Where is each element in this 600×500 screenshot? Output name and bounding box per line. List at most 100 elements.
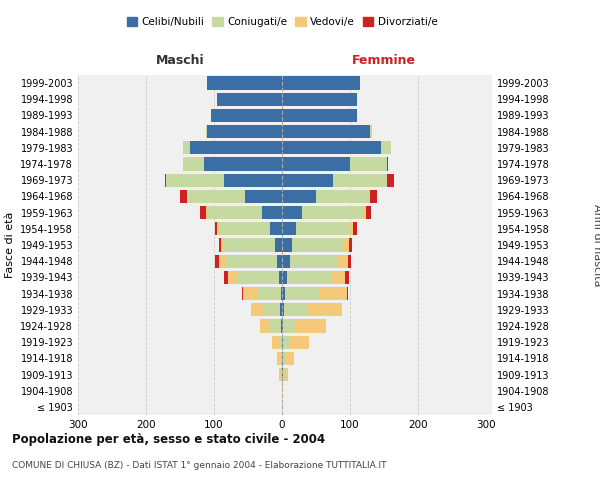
Bar bbox=[224, 270, 282, 284]
Bar bbox=[282, 92, 357, 106]
Bar bbox=[380, 141, 391, 154]
Bar bbox=[343, 238, 349, 252]
Text: COMUNE DI CHIUSA (BZ) - Dati ISTAT 1° gennaio 2004 - Elaborazione TUTTITALIA.IT: COMUNE DI CHIUSA (BZ) - Dati ISTAT 1° ge… bbox=[12, 460, 386, 469]
Bar bbox=[281, 320, 282, 332]
Text: Maschi: Maschi bbox=[155, 54, 205, 68]
Bar bbox=[271, 320, 282, 332]
Bar bbox=[286, 287, 319, 300]
Bar bbox=[187, 190, 282, 203]
Bar bbox=[217, 92, 282, 106]
Bar bbox=[370, 125, 372, 138]
Bar bbox=[272, 336, 282, 349]
Bar bbox=[206, 206, 282, 220]
Bar bbox=[219, 254, 282, 268]
Bar bbox=[282, 190, 316, 203]
Bar bbox=[282, 368, 283, 381]
Text: Popolazione per età, sesso e stato civile - 2004: Popolazione per età, sesso e stato civil… bbox=[12, 432, 325, 446]
Bar bbox=[347, 287, 348, 300]
Bar bbox=[251, 303, 282, 316]
Bar bbox=[184, 141, 282, 154]
Bar bbox=[338, 254, 348, 268]
Bar bbox=[219, 222, 282, 235]
Bar bbox=[227, 270, 282, 284]
Bar bbox=[302, 206, 364, 220]
Bar bbox=[282, 206, 302, 220]
Bar bbox=[345, 270, 349, 284]
Bar bbox=[166, 174, 282, 187]
Bar bbox=[282, 76, 360, 90]
Bar bbox=[217, 92, 282, 106]
Bar bbox=[365, 206, 371, 220]
Bar bbox=[282, 254, 290, 268]
Bar bbox=[279, 368, 282, 381]
Bar bbox=[316, 190, 370, 203]
Bar bbox=[296, 222, 350, 235]
Bar bbox=[257, 287, 282, 300]
Bar bbox=[283, 352, 286, 365]
Bar bbox=[280, 303, 282, 316]
Bar bbox=[283, 336, 289, 349]
Bar bbox=[215, 254, 282, 268]
Bar bbox=[333, 174, 388, 187]
Bar bbox=[282, 125, 370, 138]
Bar bbox=[217, 222, 282, 235]
Bar bbox=[211, 109, 282, 122]
Bar bbox=[272, 336, 282, 349]
Bar bbox=[206, 125, 282, 138]
Bar bbox=[350, 222, 353, 235]
Bar bbox=[211, 109, 282, 122]
Bar bbox=[285, 368, 288, 381]
Bar bbox=[348, 254, 352, 268]
Bar bbox=[184, 141, 282, 154]
Bar bbox=[251, 303, 282, 316]
Y-axis label: Fasce di età: Fasce di età bbox=[5, 212, 15, 278]
Bar bbox=[243, 287, 282, 300]
Text: Femmine: Femmine bbox=[352, 54, 416, 68]
Bar bbox=[215, 222, 282, 235]
Bar bbox=[281, 352, 282, 365]
Bar bbox=[282, 141, 380, 154]
Bar bbox=[207, 76, 282, 90]
Bar bbox=[226, 254, 282, 268]
Bar bbox=[224, 174, 282, 187]
Bar bbox=[165, 174, 282, 187]
Bar bbox=[184, 158, 282, 170]
Bar bbox=[180, 190, 282, 203]
Bar bbox=[284, 303, 308, 316]
Bar bbox=[270, 222, 282, 235]
Bar bbox=[278, 270, 282, 284]
Bar bbox=[283, 368, 285, 381]
Text: Anni di nascita: Anni di nascita bbox=[592, 204, 600, 286]
Bar bbox=[211, 109, 282, 122]
Bar bbox=[278, 336, 282, 349]
Bar bbox=[277, 352, 282, 365]
Bar bbox=[200, 206, 282, 220]
Bar bbox=[207, 76, 282, 90]
Bar bbox=[281, 287, 282, 300]
Bar bbox=[217, 92, 282, 106]
Bar bbox=[245, 190, 282, 203]
Bar bbox=[282, 109, 357, 122]
Bar bbox=[206, 125, 282, 138]
Bar bbox=[184, 158, 282, 170]
Bar bbox=[292, 238, 343, 252]
Bar bbox=[219, 238, 282, 252]
Bar bbox=[286, 352, 293, 365]
Bar bbox=[289, 336, 309, 349]
Bar bbox=[217, 92, 282, 106]
Bar bbox=[282, 320, 283, 332]
Bar bbox=[207, 76, 282, 90]
Bar bbox=[275, 238, 282, 252]
Bar bbox=[260, 320, 282, 332]
Bar bbox=[279, 368, 282, 381]
Bar bbox=[282, 222, 296, 235]
Bar bbox=[388, 174, 394, 187]
Bar bbox=[242, 287, 282, 300]
Bar bbox=[277, 254, 282, 268]
Bar bbox=[281, 368, 282, 381]
Bar bbox=[353, 222, 357, 235]
Bar bbox=[207, 206, 282, 220]
Bar bbox=[224, 238, 282, 252]
Bar bbox=[282, 384, 283, 398]
Bar bbox=[183, 158, 282, 170]
